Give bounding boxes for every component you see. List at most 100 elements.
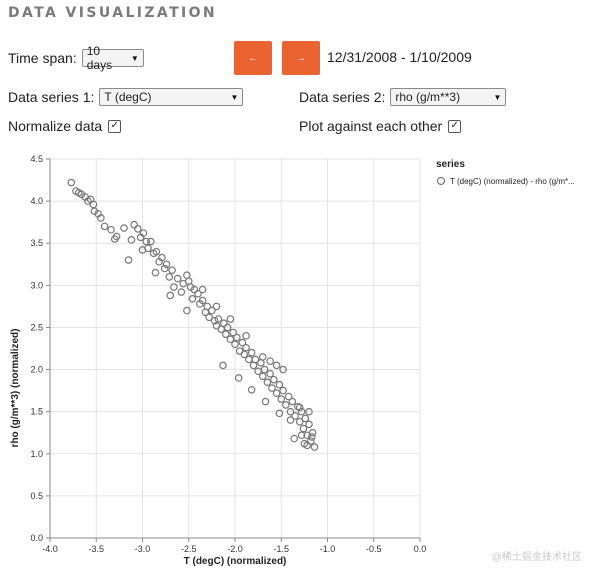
- scatter-point: [212, 302, 221, 311]
- scatter-point: [208, 306, 216, 315]
- scatter-point: [214, 315, 223, 323]
- time-span-select[interactable]: 10 days ▼: [81, 44, 144, 72]
- scatter-point: [286, 416, 295, 424]
- scatter-point: [295, 403, 304, 412]
- scatter-point: [238, 338, 247, 347]
- scatter-point: [168, 266, 176, 274]
- scatter-point: [307, 437, 315, 445]
- scatter-point: [165, 273, 174, 281]
- scatter-point: [242, 332, 250, 340]
- chevron-down-icon: ▼: [493, 92, 502, 102]
- x-tick-label: -4.0: [42, 544, 58, 554]
- scatter-point: [223, 323, 232, 332]
- y-tick-label: 0.5: [30, 491, 43, 501]
- scatter-point: [261, 397, 270, 406]
- scatter-point: [210, 316, 219, 325]
- scatter-chart: -4.0 -3.5 -3.0 -2.5 -2.0 -1.5 -1.0 -0.5 0.0 0.00…: [10, 154, 575, 567]
- series1-value: T (degC): [104, 90, 152, 104]
- scatter-point: [286, 407, 295, 416]
- y-tick-label: 4.0: [30, 196, 43, 206]
- scatter-point: [158, 253, 166, 262]
- scatter-point: [258, 353, 267, 361]
- scatter-point: [198, 296, 207, 305]
- x-tick-label: -3.0: [135, 544, 151, 554]
- series2-select[interactable]: rho (g/m**3) ▼: [390, 88, 507, 106]
- scatter-point: [234, 374, 243, 382]
- normalize-checkbox[interactable]: ✓: [108, 119, 122, 133]
- x-tick-label: -2.0: [227, 544, 243, 554]
- scatter-point: [251, 355, 260, 364]
- legend-series-label: T (degC) (normalized) - rho (g/m*...: [450, 177, 575, 186]
- scatter-point: [279, 365, 287, 374]
- scatter-point: [134, 225, 142, 233]
- x-tick-label: 0.0: [414, 544, 427, 554]
- scatter-point: [272, 361, 281, 370]
- time-span-value: 10 days: [86, 44, 113, 72]
- chevron-down-icon: ▼: [230, 92, 239, 102]
- scatter-point: [282, 401, 290, 409]
- series1-select[interactable]: T (degC) ▼: [99, 88, 244, 106]
- series2-label: Data series 2:: [299, 89, 386, 105]
- scatter-point: [299, 424, 308, 433]
- scatter-point: [247, 348, 256, 357]
- x-axis-ticks: -4.0 -3.5 -3.0 -2.5 -2.0 -1.5 -1.0 -0.5 0.0: [42, 538, 426, 554]
- scatter-point: [260, 365, 269, 374]
- scatter-point: [220, 319, 228, 328]
- scatter-point: [166, 291, 175, 300]
- plot-against-checkbox[interactable]: ✓: [448, 119, 462, 133]
- scatter-point: [120, 224, 128, 232]
- scatter-point: [94, 209, 102, 218]
- y-tick-label: 0.0: [30, 533, 43, 543]
- prev-period-button[interactable]: ←: [234, 41, 272, 75]
- y-tick-label: 4.5: [30, 154, 43, 164]
- scatter-point: [162, 260, 171, 269]
- scatter-point: [305, 420, 313, 429]
- x-tick-label: -2.5: [181, 544, 197, 554]
- scatter-points: [67, 178, 319, 451]
- scatter-point: [147, 237, 155, 246]
- scatter-point: [233, 333, 241, 342]
- scatter-point: [130, 220, 138, 229]
- scatter-point: [297, 431, 306, 440]
- scatter-point: [258, 372, 267, 381]
- scatter-point: [275, 380, 284, 389]
- scatter-point: [297, 407, 306, 416]
- scatter-point: [226, 315, 235, 323]
- scatter-point: [290, 434, 299, 443]
- scatter-point: [310, 443, 319, 451]
- scatter-point: [89, 200, 98, 209]
- next-period-button[interactable]: →: [282, 41, 320, 75]
- scatter-point: [107, 225, 115, 234]
- scatter-point: [308, 428, 317, 437]
- x-tick-label: -3.5: [88, 544, 104, 554]
- x-tick-label: -1.0: [320, 544, 336, 554]
- scatter-point: [142, 237, 151, 246]
- scatter-point: [138, 246, 147, 254]
- scatter-point: [275, 409, 284, 418]
- x-tick-label: -0.5: [366, 544, 382, 554]
- scatter-point: [198, 285, 207, 294]
- scatter-point: [170, 283, 178, 291]
- scatter-point: [188, 295, 197, 303]
- scatter-point: [139, 229, 148, 237]
- legend-title: series: [436, 159, 465, 170]
- scatter-point: [284, 392, 293, 401]
- scatter-point: [205, 313, 213, 322]
- scatter-point: [272, 389, 281, 397]
- scatter-point: [279, 386, 287, 395]
- scatter-point: [100, 222, 109, 231]
- scatter-point: [263, 378, 272, 386]
- legend-marker: [436, 176, 446, 186]
- series2-value: rho (g/m**3): [395, 90, 461, 104]
- scatter-point: [301, 414, 310, 423]
- scatter-point: [240, 350, 249, 359]
- scatter-point: [291, 412, 299, 420]
- scatter-point: [127, 236, 136, 244]
- scatter-point: [247, 385, 256, 394]
- scatter-point: [177, 288, 186, 296]
- scatter-point: [277, 395, 286, 403]
- time-span-row: Time span: 10 days ▼: [8, 44, 144, 72]
- scatter-point: [270, 375, 278, 384]
- scatter-point: [229, 328, 237, 337]
- series1-row: Data series 1: T (degC) ▼: [8, 88, 244, 106]
